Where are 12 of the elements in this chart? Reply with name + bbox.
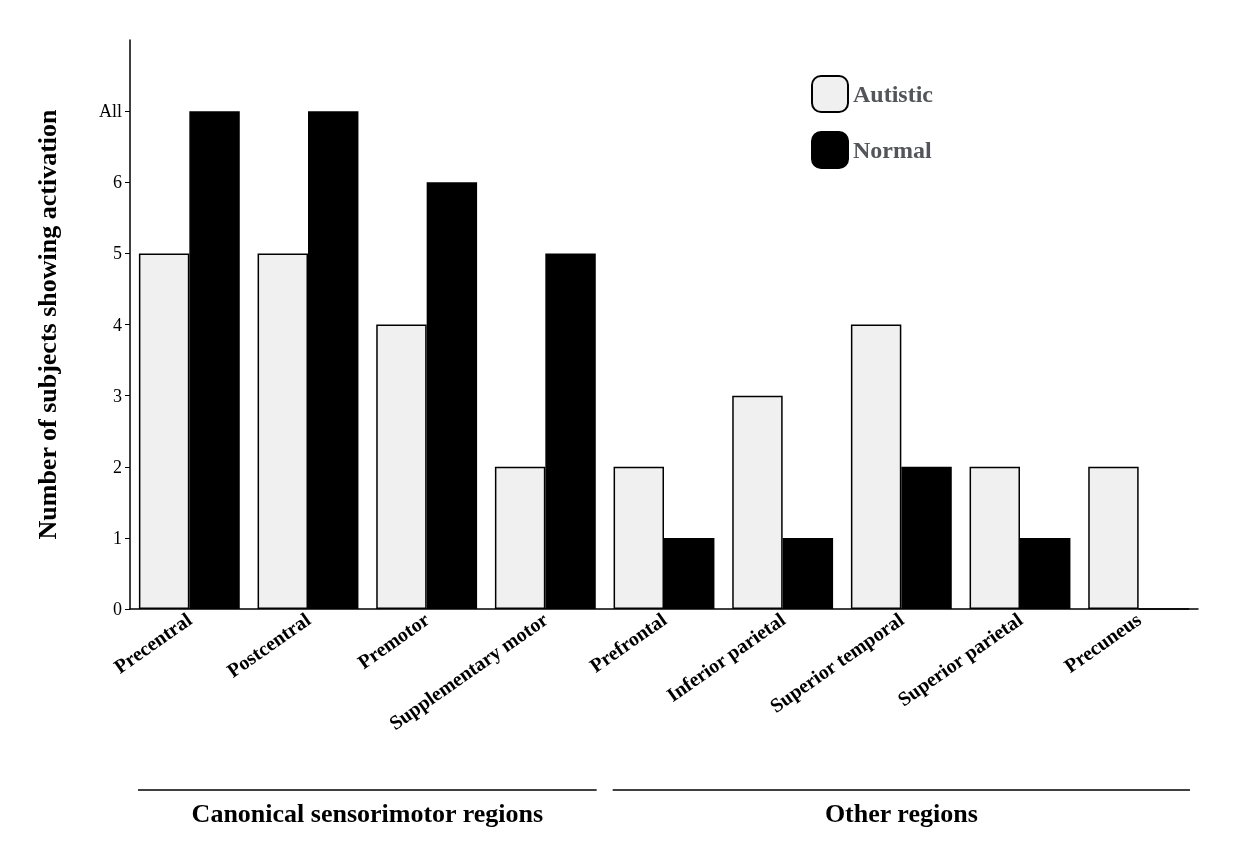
y-tick-label: 3 — [113, 385, 122, 406]
y-axis-title: Number of subjects showing activation — [32, 108, 62, 540]
legend-label: Autistic — [853, 81, 934, 107]
y-tick-label: All — [98, 101, 122, 122]
y-tick-label: 1 — [113, 527, 122, 548]
text: Canonical sensorimotor regions — [191, 798, 544, 828]
legend-label: Normal — [853, 137, 932, 163]
text: Other regions — [824, 798, 978, 828]
y-tick-label: 6 — [113, 172, 122, 193]
y-tick-label: 4 — [113, 314, 122, 335]
y-tick-label: 2 — [113, 456, 122, 477]
y-tick-label: 5 — [113, 243, 122, 264]
